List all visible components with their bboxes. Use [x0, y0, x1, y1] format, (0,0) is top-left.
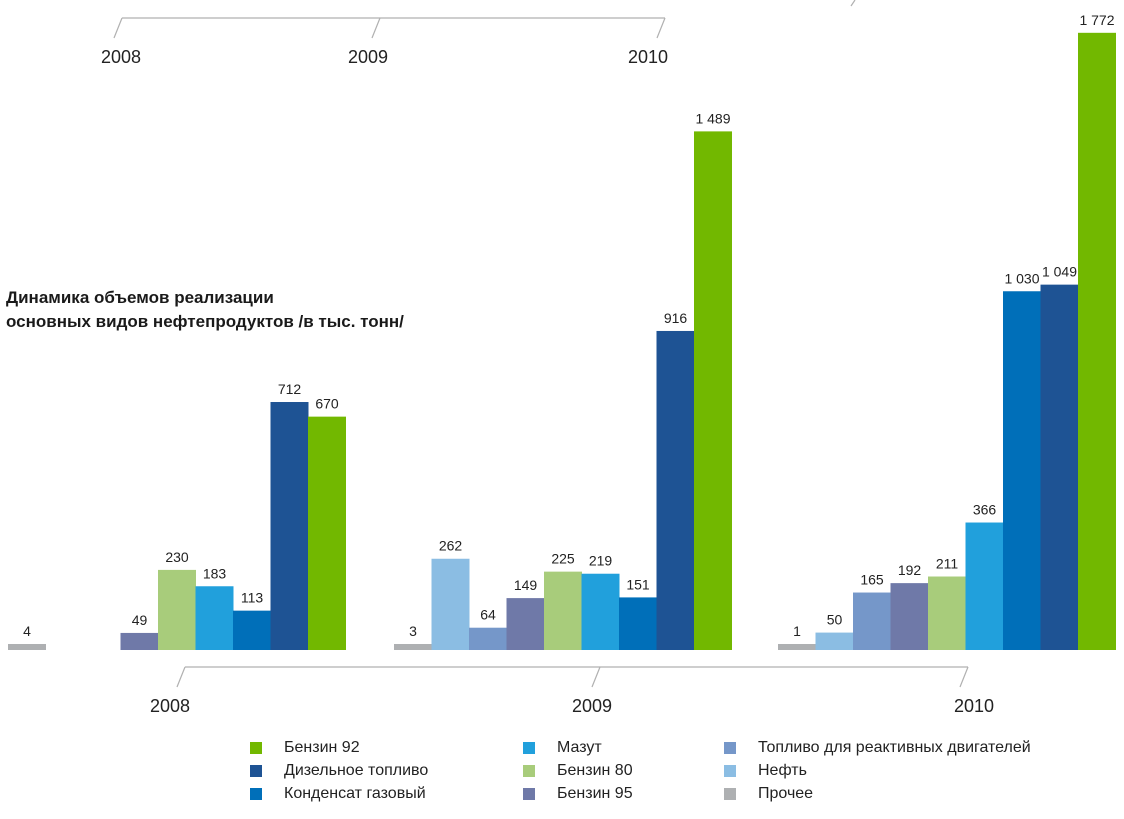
value-label-2009-3: 64: [480, 607, 496, 623]
bar-2009-8: [656, 330, 695, 650]
value-label-2010-8: 1 049: [1042, 264, 1077, 280]
bar-2008-1: [8, 644, 46, 650]
value-label-2008-9: 670: [315, 396, 339, 412]
bottom-axis-label-2009: 2009: [572, 696, 612, 716]
chart-title: Динамика объемов реализации основных вид…: [6, 286, 404, 334]
bar-2009-2: [431, 558, 470, 650]
top-axis-tick-2010: [656, 17, 666, 39]
bar-2008-6: [195, 586, 234, 650]
bar-2010-9: [1078, 32, 1116, 651]
bottom-axis-tick-2009: [591, 666, 601, 688]
bar-2009-9: [694, 131, 732, 651]
chart-title-line-1: Динамика объемов реализации: [6, 288, 274, 307]
bar-2008-5: [158, 569, 196, 650]
bar-2010-1: [778, 644, 816, 650]
bar-2010-5: [928, 576, 966, 650]
value-label-2009-7: 151: [626, 576, 650, 592]
value-label-2008-7: 113: [241, 590, 264, 606]
bottom-axis-label-2010: 2010: [954, 696, 994, 716]
bar-2009-6: [581, 573, 620, 650]
bar-2008-4: [120, 632, 159, 650]
value-label-2010-9: 1 772: [1079, 12, 1114, 28]
value-label-2008-1: 4: [23, 623, 31, 639]
value-label-2008-6: 183: [203, 565, 227, 581]
top-axis-partial-tick: [850, 0, 856, 7]
value-label-2010-3: 165: [860, 572, 884, 588]
value-label-2010-7: 1 030: [1004, 270, 1039, 286]
value-label-2010-2: 50: [827, 612, 843, 628]
top-axis-tick-2008: [113, 17, 123, 39]
top-axis-label-2010: 2010: [628, 47, 668, 67]
value-label-2009-9: 1 489: [695, 110, 730, 126]
bar-2008-7: [233, 610, 271, 650]
value-label-2009-5: 225: [551, 551, 575, 567]
top-axis-label-2008: 2008: [101, 47, 141, 67]
bar-2008-8: [270, 402, 309, 650]
top-axis-tick-2009: [371, 17, 381, 39]
bar-2010-8: [1040, 284, 1079, 650]
bar-2010-4: [890, 583, 929, 650]
value-label-2009-2: 262: [439, 538, 463, 554]
value-label-2008-8: 712: [278, 381, 302, 397]
bar-2009-3: [469, 627, 507, 650]
value-label-2010-4: 192: [898, 562, 922, 578]
value-label-2009-4: 149: [514, 577, 538, 593]
value-label-2010-1: 1: [793, 623, 801, 639]
value-label-2010-6: 366: [973, 502, 997, 518]
value-label-2009-1: 3: [409, 623, 417, 639]
value-label-2009-6: 219: [589, 553, 613, 569]
chart-title-line-2: основных видов нефтепродуктов /в тыс. то…: [6, 312, 404, 331]
value-label-2010-5: 211: [936, 556, 959, 572]
top-axis-label-2009: 2009: [348, 47, 388, 67]
value-label-2009-8: 916: [664, 310, 688, 326]
bottom-axis-label-2008: 2008: [150, 696, 190, 716]
bar-2010-2: [815, 632, 854, 650]
bar-2009-5: [544, 571, 582, 650]
bar-2010-6: [965, 522, 1004, 650]
bottom-axis-tick-2008: [176, 666, 186, 688]
bar-2009-4: [506, 598, 545, 650]
bar-2009-7: [619, 597, 657, 650]
bar-2008-9: [308, 416, 346, 650]
bar-2009-1: [394, 644, 432, 650]
bottom-axis-tick-2010: [959, 666, 969, 688]
value-label-2008-4: 49: [132, 612, 148, 628]
bar-2010-3: [853, 592, 891, 650]
bar-2010-7: [1003, 291, 1041, 650]
value-label-2008-5: 230: [165, 549, 189, 565]
